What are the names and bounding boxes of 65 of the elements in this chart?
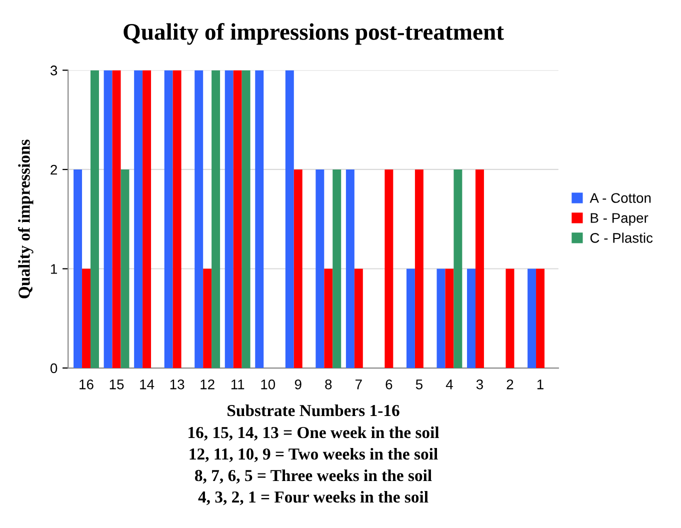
- bar: [194, 70, 204, 368]
- x-tick-label: 2: [506, 379, 514, 390]
- bar: [528, 268, 536, 368]
- bar: [104, 70, 112, 368]
- legend-label: B - Paper: [590, 213, 648, 226]
- bar: [536, 268, 544, 368]
- bar: [224, 70, 234, 368]
- bar: [324, 268, 333, 368]
- x-tick-label: 6: [386, 379, 392, 390]
- bar: [142, 70, 152, 368]
- bar: [294, 169, 302, 368]
- x-tick-label: 12: [200, 379, 214, 390]
- x-tick-label: 10: [261, 379, 276, 390]
- bar: [112, 70, 121, 368]
- x-tick-label: 8: [325, 379, 332, 390]
- legend-label: C - Plastic: [590, 232, 653, 243]
- x-tick-label: 5: [416, 380, 422, 390]
- bar: [203, 268, 212, 368]
- legend-label: A - Cotton: [590, 193, 651, 203]
- y-tick-label: 3: [50, 66, 58, 76]
- x-tick-label: 9: [294, 379, 302, 390]
- bar: [285, 70, 294, 368]
- x-axis-title: Substrate Numbers 1-16: [228, 404, 400, 416]
- bar: [506, 268, 514, 368]
- bar: [414, 169, 424, 368]
- bar: [233, 70, 242, 368]
- x-tick-label: 3: [476, 379, 483, 390]
- bar: [316, 169, 324, 368]
- bar: [354, 268, 363, 368]
- bar: [346, 169, 354, 368]
- y-tick-label: 1: [51, 264, 58, 274]
- bar: [242, 70, 250, 368]
- bar: [475, 169, 484, 368]
- y-tick-label: 0: [50, 363, 58, 374]
- x-tick-label: 14: [140, 380, 154, 390]
- x-tick-label: 11: [231, 380, 244, 390]
- bar: [172, 70, 182, 368]
- bar: [120, 169, 130, 368]
- bar: [406, 268, 415, 368]
- text: 4, 3, 2, 1 = Four weeks in the soil: [198, 490, 428, 506]
- y-tick-label: 2: [50, 164, 57, 175]
- x-tick-label: 7: [356, 380, 362, 390]
- bar: [164, 70, 173, 368]
- bar: [134, 70, 143, 368]
- x-tick-label: 16: [80, 379, 94, 390]
- bar: [212, 70, 220, 368]
- x-tick-label: 13: [170, 379, 184, 390]
- bar: [467, 268, 476, 368]
- bar: [90, 70, 99, 368]
- bar: [454, 169, 462, 368]
- y-axis-title: Quality of impressions: [18, 140, 34, 298]
- x-tick-label: 15: [110, 380, 124, 390]
- x-tick-label: 1: [537, 380, 544, 390]
- bar: [332, 169, 342, 368]
- x-tick-label: 4: [446, 380, 453, 390]
- bar: [74, 169, 82, 368]
- chart-title: Quality of impressions post-treatment: [124, 23, 504, 45]
- bar: [255, 70, 264, 368]
- bar: [445, 268, 454, 368]
- text: 8, 7, 6, 5 = Three weeks in the soil: [195, 469, 432, 484]
- bar: [436, 268, 446, 368]
- text: 12, 11, 10, 9 = Two weeks in the soil: [190, 448, 438, 462]
- text: 16, 15, 14, 13 = One week in the soil: [188, 426, 440, 441]
- bar: [82, 268, 90, 368]
- bar: [384, 169, 394, 368]
